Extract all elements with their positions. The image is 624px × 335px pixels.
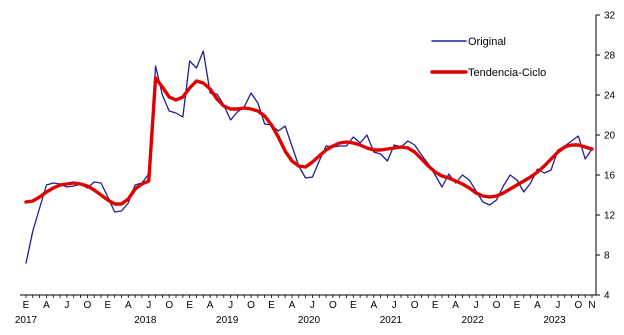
x-tick-label: E: [350, 300, 357, 311]
x-tick-label: J: [146, 300, 151, 311]
x-tick-label: A: [452, 300, 459, 311]
x-year-label: 2020: [298, 315, 321, 326]
x-tick-label: A: [534, 300, 541, 311]
x-tick-label: O: [83, 300, 91, 311]
x-year-label: 2019: [216, 315, 239, 326]
x-year-label: 2018: [134, 315, 157, 326]
x-tick-label: E: [268, 300, 275, 311]
x-tick-label: O: [165, 300, 173, 311]
x-tick-label: O: [329, 300, 337, 311]
x-tick-label: E: [514, 300, 521, 311]
x-tick-label: J: [555, 300, 560, 311]
y-tick-label: 12: [604, 211, 616, 222]
x-tick-label: E: [104, 300, 111, 311]
y-tick-label: 4: [604, 291, 610, 302]
series-line-trend: [24, 76, 594, 206]
x-tick-label: J: [310, 300, 315, 311]
x-tick-label: J: [64, 300, 69, 311]
y-tick-label: 28: [604, 51, 616, 62]
x-tick-label: A: [125, 300, 132, 311]
x-year-label: 2017: [15, 315, 38, 326]
x-tick-label: A: [43, 300, 50, 311]
x-tick-label: J: [228, 300, 233, 311]
x-tick-label: J: [392, 300, 397, 311]
y-tick-label: 16: [604, 171, 616, 182]
x-tick-label: E: [186, 300, 193, 311]
x-tick-label: O: [247, 300, 255, 311]
x-tick-label: A: [207, 300, 214, 311]
x-tick-label: A: [370, 300, 377, 311]
x-year-label: 2023: [543, 315, 566, 326]
y-tick-label: 32: [604, 11, 616, 22]
x-year-label: 2021: [380, 315, 403, 326]
y-tick-label: 24: [604, 91, 616, 102]
series-line-original: [25, 50, 593, 264]
x-tick-label: N: [588, 300, 595, 311]
y-tick-label: 8: [604, 251, 610, 262]
x-tick-label: E: [23, 300, 30, 311]
x-tick-label: O: [574, 300, 582, 311]
x-tick-label: A: [289, 300, 296, 311]
legend-label-trend: Tendencia-Ciclo: [468, 67, 546, 79]
y-tick-label: 20: [604, 131, 616, 142]
x-tick-label: O: [493, 300, 501, 311]
legend-label-original: Original: [468, 36, 506, 48]
x-tick-label: O: [411, 300, 419, 311]
x-tick-label: J: [474, 300, 479, 311]
x-year-label: 2022: [462, 315, 485, 326]
x-tick-label: E: [432, 300, 439, 311]
